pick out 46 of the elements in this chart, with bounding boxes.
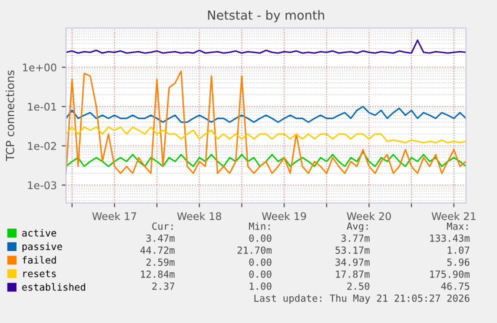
x-tick-label: Week 17 <box>92 212 136 220</box>
y-tick-label: 1e+00 <box>23 64 56 72</box>
text: 2.50 <box>347 282 370 290</box>
text: 0.00 <box>249 270 272 278</box>
text: Last update: Thu May 21 21:05:27 2026 <box>254 294 470 304</box>
text: 2.59m <box>146 258 175 266</box>
line-series <box>66 106 466 123</box>
legend-label: passive <box>22 242 62 252</box>
y-tick-label: 1e-02 <box>28 142 56 150</box>
line-series <box>66 70 466 174</box>
text: 133.43m <box>430 234 470 242</box>
legend-label: active <box>22 229 56 237</box>
text: 12.84m <box>141 270 175 278</box>
text: 0.00 <box>249 258 272 266</box>
x-tick-label: Week 18 <box>177 212 222 220</box>
text: 0.00 <box>249 234 272 242</box>
text: 53.17m <box>336 246 370 254</box>
line-series <box>66 151 466 168</box>
text: Cur: <box>152 222 173 230</box>
text: 1.07 <box>448 246 470 254</box>
text: 5.96 <box>447 258 470 266</box>
x-tick-label: Week 21 <box>432 212 476 220</box>
text: 46.75 <box>441 282 470 290</box>
line-series <box>66 39 466 54</box>
y-tick-label: 1e-01 <box>28 102 56 111</box>
chart-title: Netstat - by month <box>208 10 324 22</box>
y-axis-title: TCP connections <box>6 70 14 162</box>
y-tick-label: 1e-03 <box>28 181 56 190</box>
text: 21.70m <box>238 246 272 254</box>
legend-label: established <box>22 283 86 291</box>
text: 3.47m <box>146 234 175 242</box>
legend-label: resets <box>23 270 56 278</box>
line-series <box>66 126 466 144</box>
x-tick-label: Week 19 <box>262 212 306 220</box>
text: 3.77m <box>341 234 370 242</box>
text: 2.37 <box>152 282 174 290</box>
text: 44.72m <box>140 246 175 254</box>
x-tick-label: Week 20 <box>346 212 391 220</box>
text: 175.90m <box>430 270 470 278</box>
text: Avg: <box>346 222 368 232</box>
legend-label: failed <box>22 256 56 264</box>
text: Min: <box>248 222 270 230</box>
text: 1.00 <box>250 282 272 290</box>
text: 34.97m <box>336 258 370 266</box>
text: 17.87m <box>336 270 370 278</box>
text: Max: <box>446 222 468 230</box>
